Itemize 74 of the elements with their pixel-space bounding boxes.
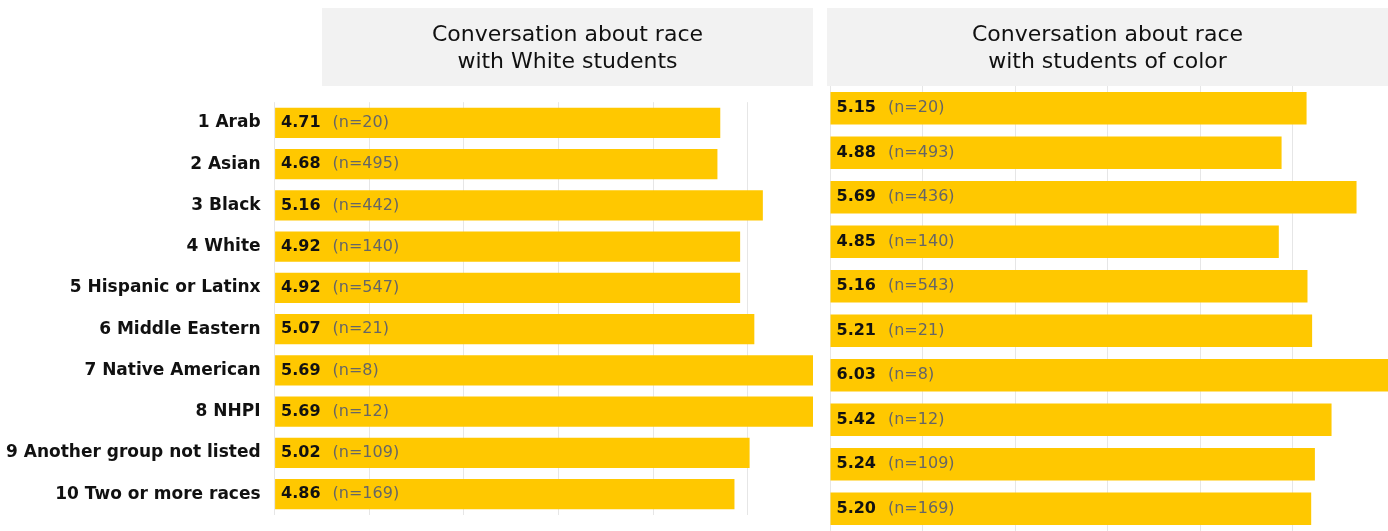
annotation: (n=20)	[332, 111, 389, 131]
y-tick-label: 4 White	[186, 235, 261, 256]
data-label: 5.24	[836, 453, 876, 473]
data-label: 5.21	[836, 319, 876, 339]
data-label: 4.88	[836, 141, 876, 161]
data-label: 5.15	[836, 97, 876, 117]
data-label: 5.16	[281, 194, 321, 214]
bar	[830, 92, 1307, 125]
y-tick-label: 5 Hispanic or Latinx	[69, 276, 261, 297]
bar	[830, 181, 1357, 214]
annotation: (n=12)	[887, 408, 945, 428]
y-tick-label: 3 Black	[191, 193, 262, 214]
y-tick-label: 8 NHPI	[195, 400, 261, 421]
chart-title: Conversation about race	[971, 20, 1244, 47]
y-tick-label: 7 Native American	[84, 358, 261, 379]
bar	[275, 355, 813, 386]
annotation: (n=8)	[332, 359, 379, 379]
data-label: 4.71	[281, 111, 321, 131]
bar	[275, 314, 755, 345]
data-label: 4.86	[281, 483, 321, 503]
bar	[830, 314, 1313, 347]
bar	[830, 136, 1282, 169]
data-label: 5.16	[836, 275, 876, 295]
annotation: (n=21)	[887, 319, 945, 339]
bar	[830, 492, 1312, 525]
y-tick-label: 9 Another group not listed	[6, 441, 261, 462]
data-label: 4.68	[281, 153, 321, 173]
y-tick-label: 1 Arab	[197, 111, 261, 132]
bar	[830, 359, 1388, 392]
data-label: 6.03	[836, 364, 876, 384]
annotation: (n=169)	[332, 483, 400, 503]
annotation: (n=109)	[887, 453, 955, 473]
chart-subtitle: with White students	[457, 47, 678, 74]
annotation: (n=140)	[332, 235, 400, 255]
bar	[275, 107, 721, 138]
annotation: (n=20)	[887, 97, 945, 117]
bar	[275, 272, 741, 303]
data-label: 4.92	[281, 277, 321, 297]
y-tick-label: 6 Middle Eastern	[99, 317, 261, 338]
bar	[830, 448, 1315, 481]
annotation: (n=547)	[332, 277, 400, 297]
bar	[830, 225, 1279, 258]
bar	[830, 270, 1308, 303]
bar	[275, 231, 741, 262]
data-label: 5.02	[281, 442, 321, 462]
data-label: 5.69	[836, 186, 876, 206]
annotation: (n=169)	[887, 497, 955, 517]
data-label: 4.85	[836, 230, 876, 250]
y-tick-label: 2 Asian	[190, 152, 261, 173]
annotation: (n=543)	[887, 275, 955, 295]
bar	[830, 403, 1332, 436]
annotation: (n=495)	[332, 153, 400, 173]
bar	[275, 149, 718, 180]
annotation: (n=140)	[887, 230, 955, 250]
data-label: 5.20	[836, 497, 876, 517]
y-tick-label: 10 Two or more races	[55, 482, 261, 503]
bar	[275, 437, 750, 468]
data-label: 5.69	[281, 359, 321, 379]
annotation: (n=436)	[887, 186, 955, 206]
bar	[275, 396, 813, 427]
annotation: (n=493)	[887, 141, 955, 161]
annotation: (n=442)	[332, 194, 400, 214]
annotation: (n=109)	[332, 442, 400, 462]
chart-subtitle: with students of color	[988, 47, 1227, 74]
bar	[275, 479, 735, 510]
data-label: 5.69	[281, 400, 321, 420]
annotation: (n=21)	[332, 318, 389, 338]
chart-title: Conversation about race	[431, 20, 704, 47]
data-label: 5.42	[836, 408, 876, 428]
annotation: (n=12)	[332, 400, 389, 420]
data-label: 5.07	[281, 318, 321, 338]
annotation: (n=8)	[887, 364, 935, 384]
data-label: 4.92	[281, 235, 321, 255]
bar	[275, 190, 763, 221]
